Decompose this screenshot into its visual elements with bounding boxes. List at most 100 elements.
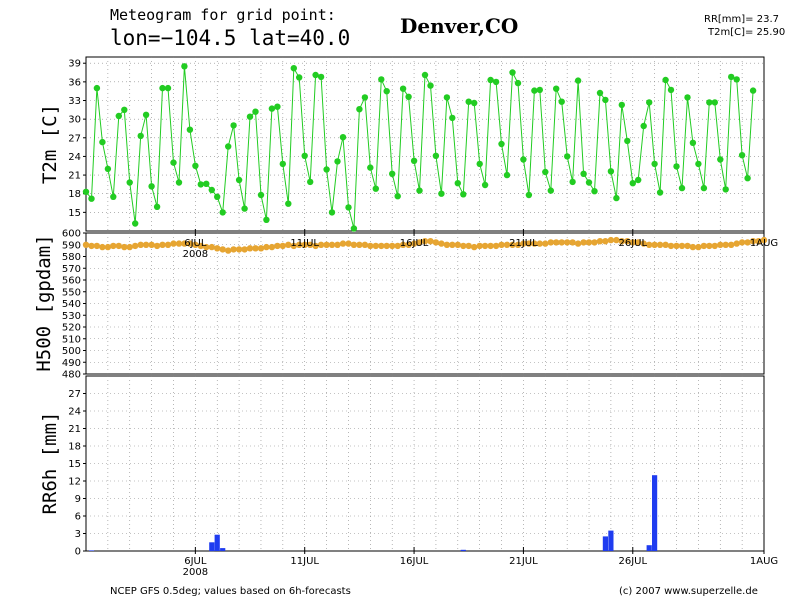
t2m-point bbox=[542, 168, 549, 176]
h500-point bbox=[695, 243, 702, 251]
t2m-point bbox=[389, 170, 396, 177]
h500-point bbox=[181, 240, 188, 247]
ytick-label: 30 bbox=[68, 115, 81, 126]
ytick-label: 9 bbox=[75, 494, 81, 505]
h500-point bbox=[378, 242, 385, 250]
h500-point bbox=[629, 239, 636, 246]
t2m-point bbox=[443, 94, 451, 101]
t2m-point bbox=[438, 190, 445, 197]
xtick-label: 26JUL bbox=[618, 238, 647, 249]
ytick-label: 480 bbox=[62, 370, 81, 381]
h500-point bbox=[394, 242, 401, 250]
t2m-point bbox=[454, 180, 461, 187]
t2m-point bbox=[711, 99, 718, 106]
ytick-label: 18 bbox=[68, 189, 81, 200]
h500-point bbox=[465, 242, 472, 250]
t2m-point bbox=[618, 101, 625, 109]
h500-point bbox=[460, 242, 467, 250]
ytick-label: 36 bbox=[68, 77, 81, 88]
h500-point bbox=[624, 238, 631, 245]
h500-point bbox=[367, 242, 374, 250]
ytick-label: 21 bbox=[68, 171, 81, 182]
h500-point bbox=[186, 240, 194, 247]
h500-point bbox=[574, 240, 582, 247]
t2m-point bbox=[153, 203, 161, 210]
rr6h-bar bbox=[460, 549, 466, 551]
t2m-point bbox=[689, 139, 697, 146]
h500-point bbox=[230, 246, 237, 253]
h500-point bbox=[345, 240, 352, 247]
h500-point bbox=[525, 240, 533, 247]
ytick-label: 3 bbox=[75, 529, 81, 540]
h500-point bbox=[531, 240, 538, 247]
h500-point bbox=[717, 241, 724, 248]
t2m-point bbox=[219, 209, 226, 216]
h500-point bbox=[580, 239, 587, 246]
rr6h-bar bbox=[652, 475, 658, 551]
h500-point bbox=[591, 239, 598, 246]
t2m-point bbox=[728, 73, 735, 81]
t2m-point bbox=[410, 157, 418, 164]
h500-point bbox=[88, 242, 95, 250]
ytick-label: 27 bbox=[68, 389, 81, 400]
h500-point bbox=[722, 241, 729, 248]
rr6h-bar bbox=[608, 530, 614, 551]
t2m-point bbox=[656, 189, 664, 196]
t2m-point bbox=[651, 160, 658, 168]
t2m-point bbox=[317, 73, 325, 81]
t2m-point bbox=[553, 85, 560, 92]
t2m-point bbox=[460, 191, 467, 198]
rr6h-bar bbox=[214, 534, 220, 551]
h500-point bbox=[104, 243, 112, 251]
h500-point bbox=[317, 241, 325, 248]
h500-point bbox=[82, 241, 90, 248]
t2m-point bbox=[312, 71, 319, 79]
h500-point bbox=[569, 239, 576, 246]
h500-point bbox=[252, 245, 259, 252]
h500-point bbox=[153, 242, 161, 250]
h500-point bbox=[656, 241, 664, 248]
h500-point bbox=[219, 246, 226, 253]
xaxis-year-label: 2008 bbox=[183, 567, 208, 578]
t2m-point bbox=[498, 140, 505, 148]
h500-point bbox=[137, 241, 144, 248]
data-layer bbox=[82, 63, 768, 552]
h500-point bbox=[389, 242, 396, 250]
t2m-point bbox=[722, 186, 729, 193]
ytick-label: 570 bbox=[62, 264, 81, 275]
footer-copyright: (c) 2007 www.superzelle.de bbox=[619, 586, 758, 597]
h500-point bbox=[268, 243, 276, 251]
header-coordinates: lon=−104.5 lat=40.0 bbox=[110, 26, 350, 50]
t2m-point bbox=[405, 93, 412, 101]
t2m-point bbox=[181, 63, 188, 70]
ytick-label: 560 bbox=[62, 276, 81, 287]
t2m-point bbox=[607, 168, 615, 175]
h500-point bbox=[596, 238, 604, 245]
t2m-point bbox=[307, 178, 314, 186]
t2m-point bbox=[345, 204, 352, 211]
h500-point bbox=[274, 242, 281, 250]
h500-point bbox=[361, 241, 369, 248]
h500-point bbox=[733, 240, 740, 247]
h500-point bbox=[711, 242, 718, 250]
h500-point bbox=[492, 242, 500, 250]
t2m-point bbox=[88, 195, 95, 202]
chart-panels bbox=[85, 56, 765, 552]
h500-point bbox=[667, 242, 675, 250]
xtick-label: 16JUL bbox=[400, 238, 429, 249]
h500-point bbox=[613, 236, 620, 244]
h500-point bbox=[235, 246, 243, 253]
h500-point bbox=[553, 239, 560, 246]
t2m-point bbox=[99, 138, 106, 146]
h500-point bbox=[197, 242, 204, 250]
h500-point bbox=[148, 241, 155, 248]
h500-point bbox=[290, 242, 297, 250]
rr-total: RR[mm]= 23.7 bbox=[704, 14, 779, 25]
t2m-point bbox=[268, 105, 276, 112]
t2m-point bbox=[203, 180, 210, 187]
h500-point bbox=[323, 241, 330, 248]
h500-point bbox=[263, 243, 270, 251]
t2m-point bbox=[252, 108, 259, 115]
t2m-point bbox=[646, 99, 653, 106]
t2m-point bbox=[257, 191, 265, 199]
